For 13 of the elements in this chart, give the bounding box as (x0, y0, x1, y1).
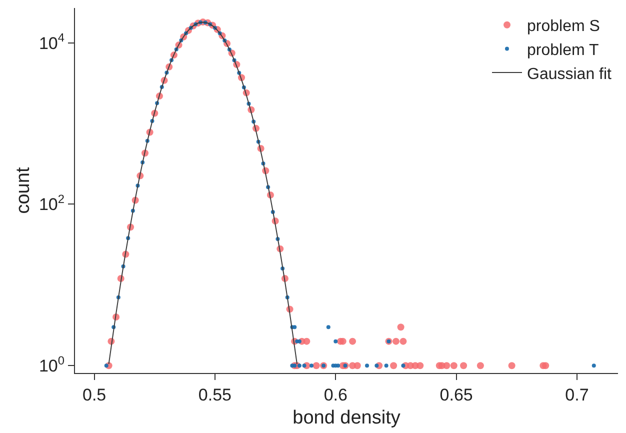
legend-label: problem T (527, 42, 599, 59)
y-axis-title: count (12, 166, 34, 214)
x-tick-label: 0.55 (198, 386, 232, 404)
y-tick-label: 10$^{4}$ (38, 30, 65, 53)
x-tick-label: 0.7 (565, 386, 589, 404)
y-tick-label: 10$^{2}$ (38, 192, 65, 214)
legend-label: problem S (527, 18, 600, 36)
legend-label: Gaussian fit (527, 66, 612, 83)
x-tick-label: 0.65 (440, 386, 473, 404)
y-tick-label: 10$^{0}$ (38, 353, 65, 376)
x-tick-label: 0.6 (324, 386, 348, 404)
x-tick-label: 0.5 (82, 386, 106, 404)
x-axis-title: bond density (292, 407, 401, 428)
